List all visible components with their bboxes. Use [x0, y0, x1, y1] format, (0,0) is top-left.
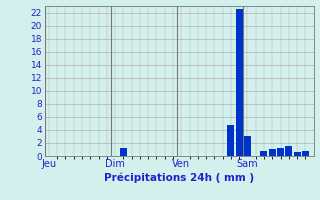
Bar [120, 148, 127, 156]
Bar [277, 148, 284, 156]
Bar [285, 146, 292, 156]
Bar [260, 151, 268, 156]
Bar [228, 125, 235, 156]
Bar [302, 151, 309, 156]
Bar [293, 152, 300, 156]
Bar [244, 136, 251, 156]
Bar [269, 149, 276, 156]
Bar [236, 9, 243, 156]
X-axis label: Précipitations 24h ( mm ): Précipitations 24h ( mm ) [104, 173, 254, 183]
